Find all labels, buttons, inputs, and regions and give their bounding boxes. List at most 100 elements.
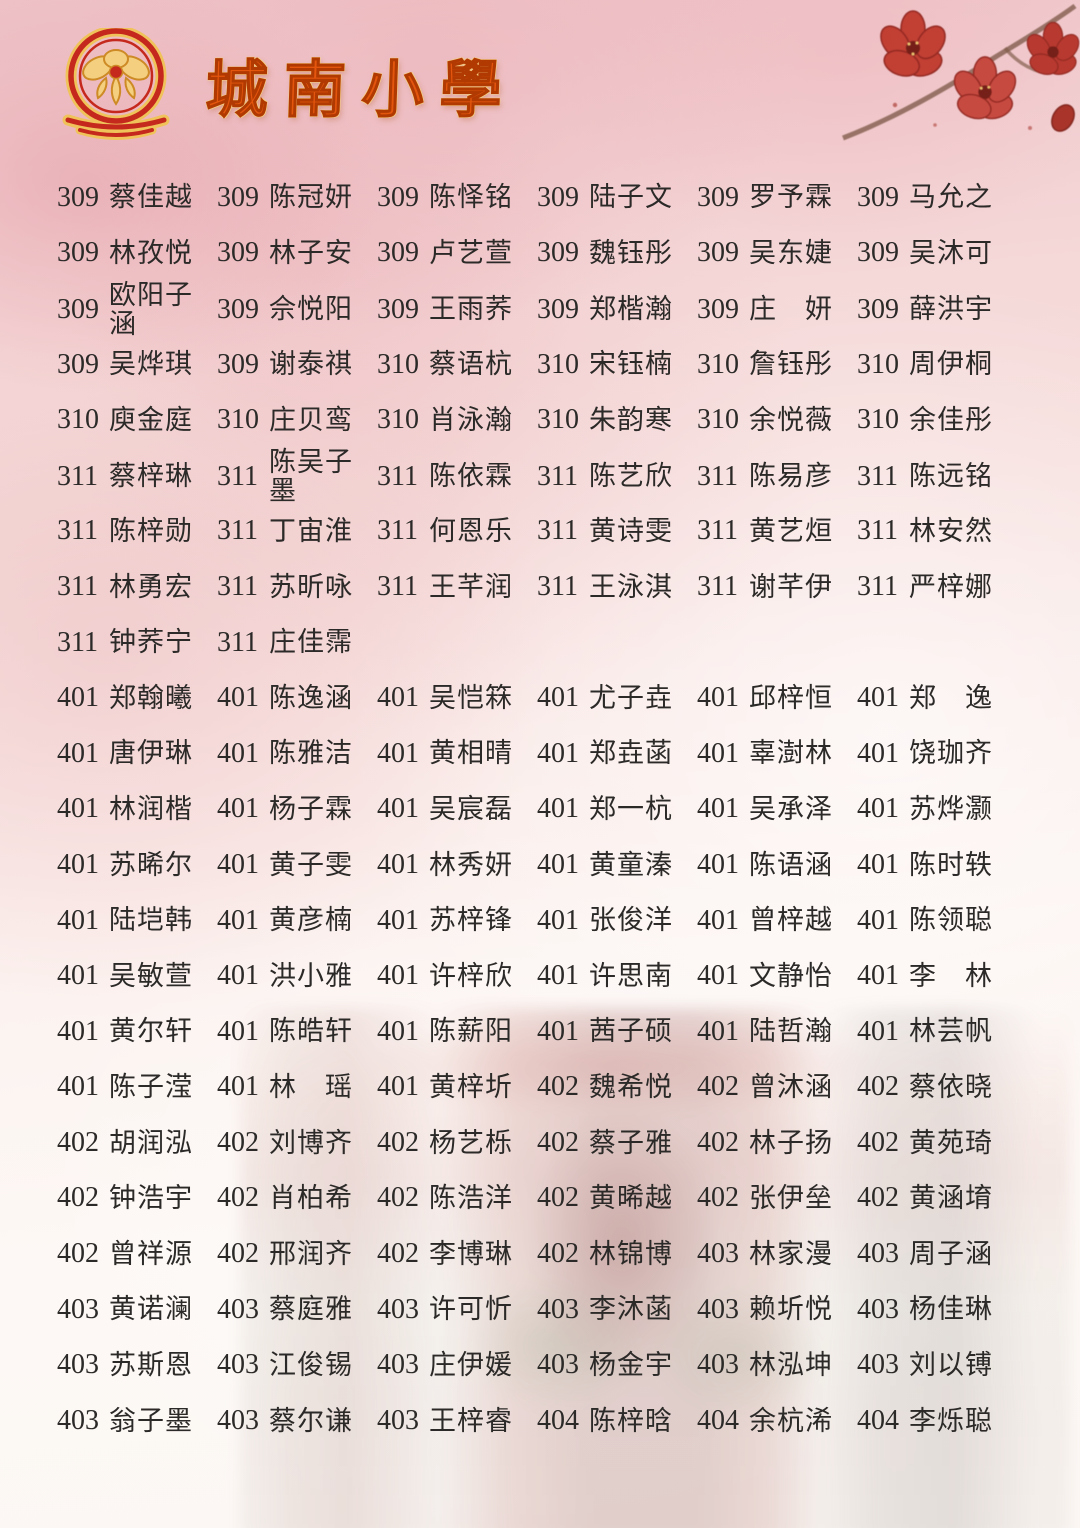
- student-name: 陈依霖: [429, 461, 513, 492]
- student-name: 杨艺栎: [429, 1127, 513, 1158]
- student-name: 宋钰楠: [589, 349, 673, 380]
- student-name: 杨佳琳: [909, 1294, 993, 1325]
- class-number: 401: [377, 904, 419, 936]
- class-number: 401: [57, 960, 99, 992]
- class-number: 401: [697, 1015, 739, 1047]
- student-name: 林锦博: [589, 1238, 673, 1269]
- student-name: 陈易彦: [749, 461, 833, 492]
- student-name: 林秀妍: [429, 849, 513, 880]
- class-number: 402: [857, 1071, 899, 1103]
- student-name: 吴恺箖: [429, 682, 513, 713]
- class-number: 402: [217, 1238, 259, 1270]
- class-number: 403: [377, 1404, 419, 1436]
- student-name: 陈薪阳: [429, 1016, 513, 1047]
- roster-row: 401 苏晞尔 401 黄子雯 401 林秀妍 401 黄童溱 401 陈语涵 401 陈时轶: [57, 837, 1019, 893]
- student-name: 陈吴子墨: [269, 446, 353, 506]
- student-name: 陈艺欣: [589, 461, 673, 492]
- student-name: 陈领聪: [909, 905, 993, 936]
- class-number: 401: [857, 1015, 899, 1047]
- student-name: 王芊润: [429, 571, 513, 602]
- student-name: 陈时轶: [909, 849, 993, 880]
- student-name: 黄诺澜: [109, 1294, 193, 1325]
- class-number: 311: [537, 460, 578, 492]
- student-name: 蔡依晓: [909, 1071, 993, 1102]
- class-number: 311: [697, 460, 738, 492]
- student-name: 翁子墨: [109, 1405, 193, 1436]
- class-number: 309: [697, 293, 739, 325]
- student-name: 黄诗雯: [589, 516, 673, 547]
- class-number: 403: [217, 1293, 259, 1325]
- student-name: 黄晞越: [589, 1183, 673, 1214]
- class-number: 403: [57, 1404, 99, 1436]
- student-name: 陆垲韩: [109, 905, 193, 936]
- class-number: 401: [537, 1015, 579, 1047]
- class-number: 310: [537, 348, 579, 380]
- class-number: 401: [57, 848, 99, 880]
- class-number: 401: [697, 848, 739, 880]
- student-name: 林安然: [909, 516, 993, 547]
- student-name: 林勇宏: [109, 571, 193, 602]
- student-name: 陈浩洋: [429, 1183, 513, 1214]
- student-name: 许梓欣: [429, 960, 513, 991]
- student-name: 肖泳瀚: [429, 404, 513, 435]
- class-number: 310: [537, 404, 579, 436]
- student-name: 许可忻: [429, 1294, 513, 1325]
- class-number: 403: [697, 1293, 739, 1325]
- school-name: 城南小學: [204, 56, 520, 125]
- student-name: 林家漫: [749, 1238, 833, 1269]
- class-number: 309: [57, 348, 99, 380]
- class-number: 311: [217, 515, 258, 547]
- class-number: 402: [697, 1071, 739, 1103]
- class-number: 309: [217, 237, 259, 269]
- student-name: 苏昕咏: [269, 571, 353, 602]
- class-number: 310: [857, 348, 899, 380]
- class-number: 309: [857, 293, 899, 325]
- roster-row: 402 胡润泓 402 刘博齐 402 杨艺栎 402 蔡子雅 402 林子扬 402 黄苑琦: [57, 1115, 1019, 1171]
- class-number: 402: [697, 1182, 739, 1214]
- student-name: 苏梓锋: [429, 905, 513, 936]
- student-name: 曾沐涵: [749, 1071, 833, 1102]
- class-number: 402: [537, 1182, 579, 1214]
- student-name: 陆哲瀚: [749, 1016, 833, 1047]
- student-name: 余杭浠: [749, 1405, 833, 1436]
- class-number: 309: [857, 181, 899, 213]
- student-name: 余佳彤: [909, 404, 993, 435]
- student-name: 庄佳霈: [269, 627, 353, 658]
- class-number: 311: [377, 515, 418, 547]
- student-name: 黄涵堉: [909, 1183, 993, 1214]
- student-name: 李烁聪: [909, 1405, 993, 1436]
- class-number: 311: [857, 460, 898, 492]
- class-number: 401: [57, 1071, 99, 1103]
- student-name: 卢艺萱: [429, 238, 513, 269]
- class-number: 401: [857, 682, 899, 714]
- student-name: 朱韵寒: [589, 404, 673, 435]
- class-number: 309: [57, 181, 99, 213]
- student-name: 邢润齐: [269, 1238, 353, 1269]
- student-name: 林润楷: [109, 794, 193, 825]
- student-name: 黄童溱: [589, 849, 673, 880]
- student-name: 江俊锡: [269, 1349, 353, 1380]
- class-number: 310: [377, 348, 419, 380]
- class-number: 403: [377, 1349, 419, 1381]
- class-number: 403: [857, 1238, 899, 1270]
- student-name: 钟荞宁: [109, 627, 193, 658]
- student-name: 苏斯恩: [109, 1349, 193, 1380]
- class-number: 401: [377, 737, 419, 769]
- class-number: 311: [217, 626, 258, 658]
- student-name: 辜澍林: [749, 738, 833, 769]
- student-name: 吴东婕: [749, 238, 833, 269]
- roster-row: 309 吴烨琪 309 谢泰祺 310 蔡语杭 310 宋钰楠 310 詹钰彤 310 周伊桐: [57, 337, 1019, 393]
- student-name: 杨金宇: [589, 1349, 673, 1380]
- class-number: 402: [857, 1126, 899, 1158]
- class-number: 401: [857, 904, 899, 936]
- roster-row: 401 吴敏萱 401 洪小雅 401 许梓欣 401 许思南 401 文静怡 401 李 林: [57, 948, 1019, 1004]
- class-number: 310: [697, 404, 739, 436]
- class-number: 402: [377, 1126, 419, 1158]
- class-number: 309: [857, 237, 899, 269]
- class-number: 311: [537, 515, 578, 547]
- class-number: 310: [697, 348, 739, 380]
- roster-row: 401 唐伊琳 401 陈雅洁 401 黄相晴 401 郑垚菡 401 辜澍林 401 饶珈齐: [57, 726, 1019, 782]
- roster-row: 401 林润楷 401 杨子霖 401 吴宸磊 401 郑一杭 401 吴承泽 401 苏烨灏: [57, 782, 1019, 838]
- student-name: 唐伊琳: [109, 738, 193, 769]
- class-number: 401: [57, 682, 99, 714]
